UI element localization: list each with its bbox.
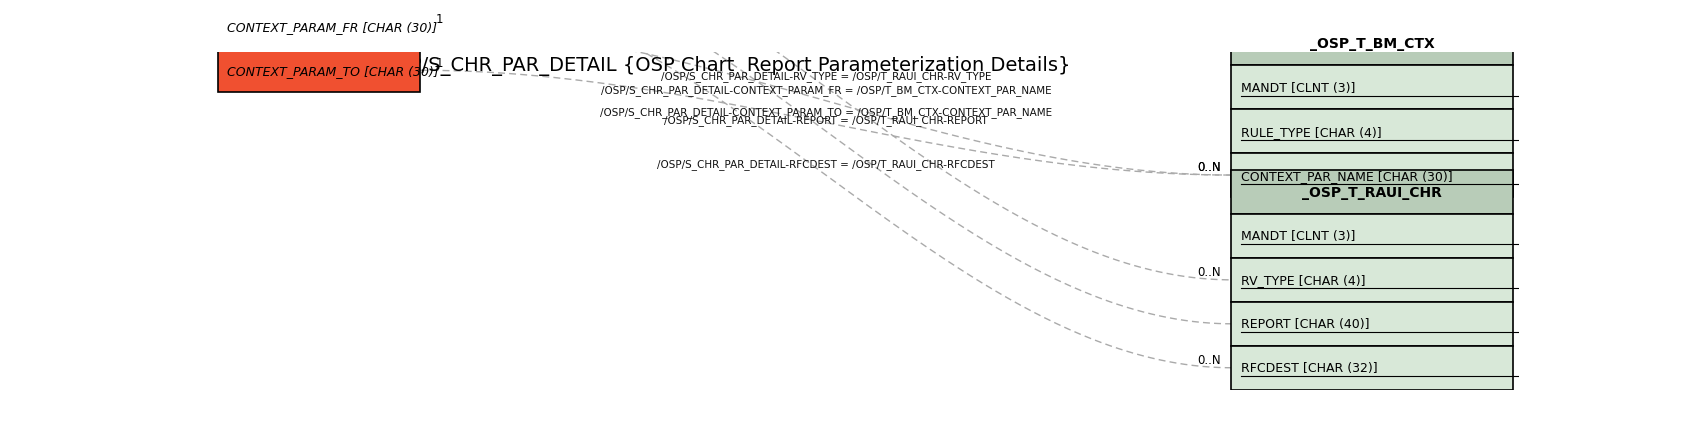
Text: 0..N: 0..N <box>1197 353 1220 366</box>
Text: RFCDEST [CHAR (32)]: RFCDEST [CHAR (32)] <box>1241 361 1377 374</box>
Text: MANDT [CLNT (3)]: MANDT [CLNT (3)] <box>1241 230 1355 243</box>
FancyBboxPatch shape <box>1232 110 1512 154</box>
Text: /OSP/S_CHR_PAR_DETAIL-CONTEXT_PARAM_TO = /OSP/T_BM_CTX-CONTEXT_PAR_NAME: /OSP/S_CHR_PAR_DETAIL-CONTEXT_PARAM_TO =… <box>599 106 1052 117</box>
Text: RULE_TYPE [CHAR (4)]: RULE_TYPE [CHAR (4)] <box>1241 125 1381 138</box>
Text: RV_TYPE [CHAR (4)]: RV_TYPE [CHAR (4)] <box>1241 274 1366 287</box>
Text: MANDT [CLNT (3)]: MANDT [CLNT (3)] <box>1241 81 1355 95</box>
Text: /OSP/S_CHR_PAR_DETAIL-CONTEXT_PARAM_FR = /OSP/T_BM_CTX-CONTEXT_PAR_NAME: /OSP/S_CHR_PAR_DETAIL-CONTEXT_PARAM_FR =… <box>601 85 1052 95</box>
Text: 0..N: 0..N <box>1197 265 1220 279</box>
Text: 1: 1 <box>436 57 444 69</box>
FancyBboxPatch shape <box>1232 22 1512 66</box>
Text: _OSP_T_RAUI_CHR: _OSP_T_RAUI_CHR <box>1301 186 1442 199</box>
FancyBboxPatch shape <box>1232 171 1512 215</box>
Text: /OSP/S_CHR_PAR_DETAIL-RFCDEST = /OSP/T_RAUI_CHR-RFCDEST: /OSP/S_CHR_PAR_DETAIL-RFCDEST = /OSP/T_R… <box>657 159 994 170</box>
FancyBboxPatch shape <box>1232 66 1512 110</box>
FancyBboxPatch shape <box>218 49 420 93</box>
Text: /OSP/S_CHR_PAR_DETAIL-REPORT = /OSP/T_RAUI_CHR-REPORT: /OSP/S_CHR_PAR_DETAIL-REPORT = /OSP/T_RA… <box>663 115 987 126</box>
Text: CONTEXT_PARAM_FR [CHAR (30)]: CONTEXT_PARAM_FR [CHAR (30)] <box>226 21 437 34</box>
Text: CONTEXT_PARAM_TO [CHAR (30)]: CONTEXT_PARAM_TO [CHAR (30)] <box>226 65 439 78</box>
FancyBboxPatch shape <box>1232 346 1512 390</box>
FancyBboxPatch shape <box>1232 302 1512 346</box>
FancyBboxPatch shape <box>218 5 420 49</box>
Text: 0..N: 0..N <box>1197 161 1220 174</box>
Text: _OSP_T_BM_CTX: _OSP_T_BM_CTX <box>1310 37 1435 51</box>
FancyBboxPatch shape <box>1232 258 1512 302</box>
FancyBboxPatch shape <box>218 0 420 5</box>
Text: /OSP/S_CHR_PAR_DETAIL-RV_TYPE = /OSP/T_RAUI_CHR-RV_TYPE: /OSP/S_CHR_PAR_DETAIL-RV_TYPE = /OSP/T_R… <box>660 71 991 82</box>
Text: 0..N: 0..N <box>1197 161 1220 174</box>
Text: SAP ABAP table /OSP/S_CHR_PAR_DETAIL {OSP Chart  Report Parameterization Details: SAP ABAP table /OSP/S_CHR_PAR_DETAIL {OS… <box>218 56 1070 76</box>
Text: REPORT [CHAR (40)]: REPORT [CHAR (40)] <box>1241 318 1369 331</box>
Text: 1: 1 <box>436 13 444 25</box>
Text: CONTEXT_PAR_NAME [CHAR (30)]: CONTEXT_PAR_NAME [CHAR (30)] <box>1241 169 1452 182</box>
FancyBboxPatch shape <box>1232 154 1512 198</box>
FancyBboxPatch shape <box>1232 215 1512 258</box>
